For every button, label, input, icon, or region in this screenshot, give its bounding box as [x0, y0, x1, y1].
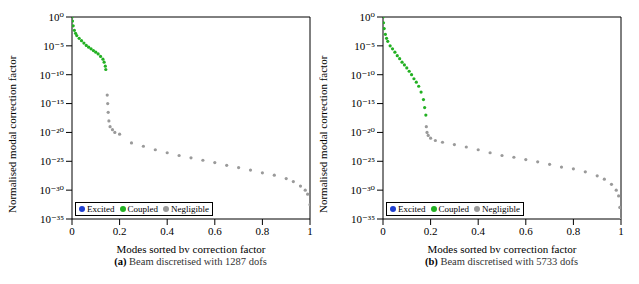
svg-text:10⁻²⁵: 10⁻²⁵ — [351, 155, 375, 167]
svg-text:10⁻¹⁵: 10⁻¹⁵ — [40, 97, 64, 109]
svg-text:10⁻¹⁰: 10⁻¹⁰ — [39, 69, 64, 81]
svg-text:0.6: 0.6 — [519, 225, 533, 237]
svg-text:10⁻²⁵: 10⁻²⁵ — [40, 155, 64, 167]
svg-text:10⁻¹⁰: 10⁻¹⁰ — [350, 69, 375, 81]
html-text:Excited: Excited — [87, 204, 115, 214]
svg-text:10⁻³⁰: 10⁻³⁰ — [39, 184, 64, 196]
html-text:(b) Beam discretised with 5733: (b) Beam discretised with 5733 dofs — [424, 256, 579, 267]
svg-text:10⁰: 10⁰ — [49, 11, 65, 23]
html-text:Negligible: Negligible — [171, 204, 209, 214]
svg-text:0.4: 0.4 — [471, 225, 485, 237]
svg-text:10⁻²⁰: 10⁻²⁰ — [39, 126, 64, 138]
svg-text:10⁻²⁰: 10⁻²⁰ — [350, 126, 375, 138]
svg-text:10⁻¹⁵: 10⁻¹⁵ — [351, 97, 375, 109]
svg-text:10⁻³⁵: 10⁻³⁵ — [351, 213, 375, 225]
html-text:Excited: Excited — [398, 204, 426, 214]
svg-text:1: 1 — [307, 225, 313, 237]
svg-text:10⁰: 10⁰ — [360, 11, 376, 23]
svg-text:0.2: 0.2 — [113, 225, 127, 237]
svg-text:0.6: 0.6 — [208, 225, 222, 237]
svg-text:Modes sorted by correction fac: Modes sorted by correction factor — [116, 243, 265, 253]
html-text:(a) Beam discretised with 1287: (a) Beam discretised with 1287 dofs — [114, 256, 267, 267]
svg-text:10⁻⁵: 10⁻⁵ — [354, 40, 375, 52]
svg-text:Modes sorted by correction fac: Modes sorted by correction factor — [427, 243, 576, 253]
svg-text:0.8: 0.8 — [256, 225, 270, 237]
html-text:Coupled: Coupled — [438, 204, 469, 214]
svg-text:10⁻³⁵: 10⁻³⁵ — [40, 213, 64, 225]
html-text:Coupled: Coupled — [127, 204, 158, 214]
svg-text:0.2: 0.2 — [424, 225, 438, 237]
svg-text:10⁻⁵: 10⁻⁵ — [43, 40, 64, 52]
svg-text:0: 0 — [380, 225, 386, 237]
svg-text:0.4: 0.4 — [160, 225, 174, 237]
svg-text:0.8: 0.8 — [567, 225, 581, 237]
svg-text:Normalised modal correction fa: Normalised modal correction factor — [319, 55, 329, 213]
svg-text:0: 0 — [69, 225, 75, 237]
svg-text:Normalised modal correction fa: Normalised modal correction factor — [8, 55, 18, 213]
svg-text:1: 1 — [618, 225, 624, 237]
svg-text:10⁻³⁰: 10⁻³⁰ — [350, 184, 375, 196]
html-text:Negligible: Negligible — [482, 204, 520, 214]
